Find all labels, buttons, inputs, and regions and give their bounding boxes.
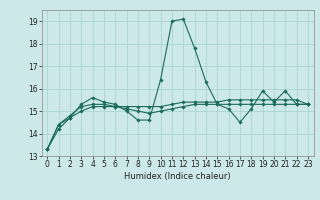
X-axis label: Humidex (Indice chaleur): Humidex (Indice chaleur): [124, 172, 231, 181]
